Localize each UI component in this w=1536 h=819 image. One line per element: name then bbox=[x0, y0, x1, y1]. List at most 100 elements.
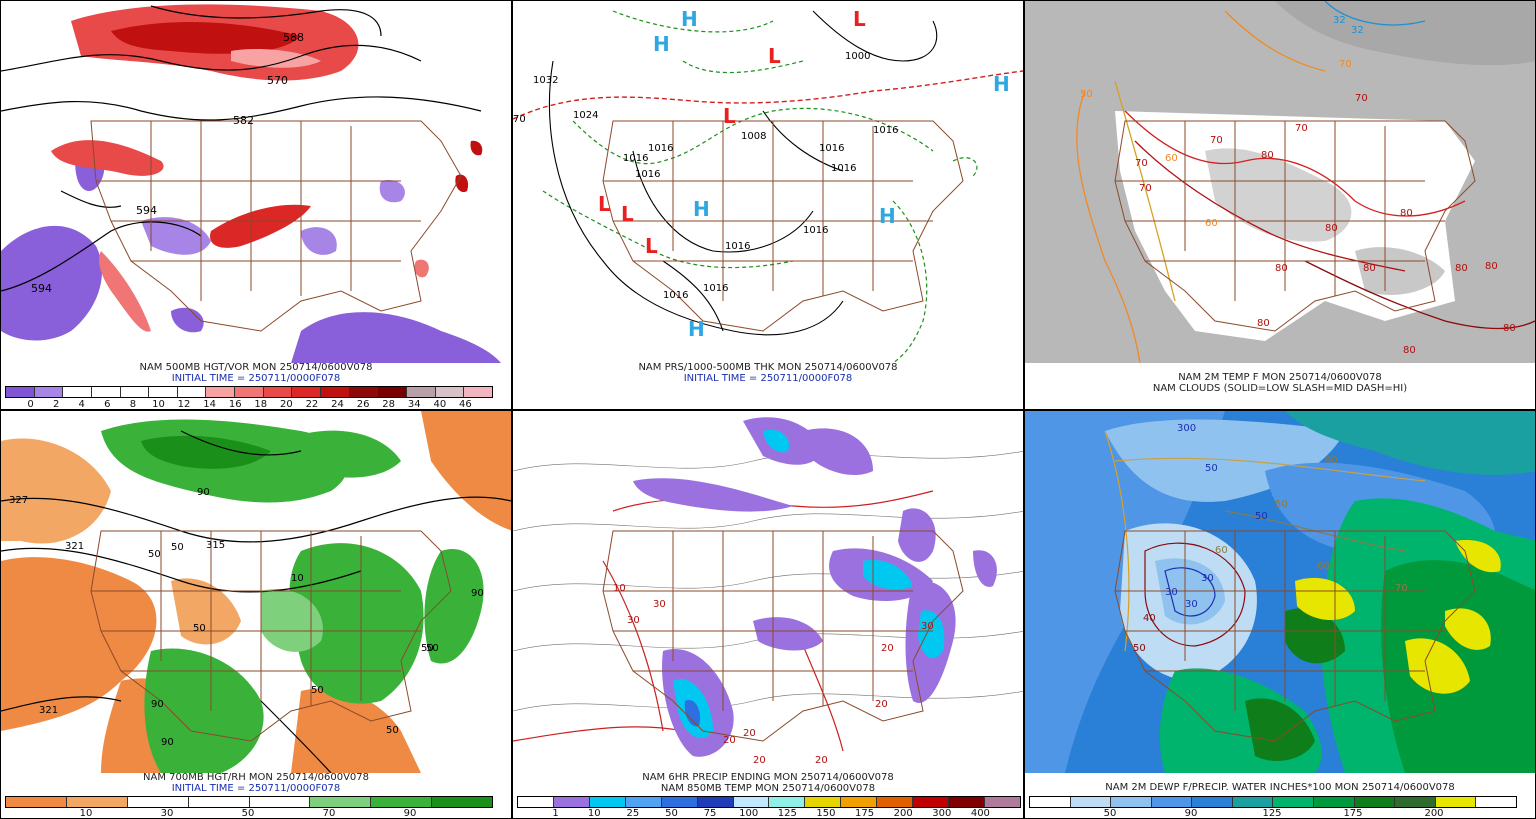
colorbar-label: 10 bbox=[79, 808, 93, 819]
colorbar-swatch bbox=[589, 797, 626, 807]
colorbar-swatch bbox=[6, 797, 67, 807]
colorbar-label: 30 bbox=[160, 808, 174, 819]
contour-label: 50 bbox=[193, 623, 206, 634]
colorbar-labels: 1 10 25 50 75 100 125 150 175 200 300 400 bbox=[517, 808, 1019, 819]
colorbar-label: 28 bbox=[382, 399, 396, 410]
contour-label: 1008 bbox=[741, 131, 766, 142]
contour-label: 50 bbox=[311, 685, 324, 696]
contour-label: 90 bbox=[161, 737, 174, 748]
low-pressure-marker: L bbox=[853, 7, 866, 31]
contour-label: 321 bbox=[39, 705, 58, 716]
contour-label: 80 bbox=[1503, 323, 1516, 334]
contour-label: 1016 bbox=[648, 143, 673, 154]
high-pressure-marker: H bbox=[681, 7, 698, 31]
colorbar-label: 40 bbox=[433, 399, 447, 410]
caption: NAM 2M TEMP F MON 250714/0600V078 NAM CL… bbox=[1025, 372, 1535, 394]
colorbar-label: 175 bbox=[854, 808, 875, 819]
colorbar-label: 400 bbox=[970, 808, 990, 819]
colorbar-label: 16 bbox=[228, 399, 242, 410]
contour-label: 327 bbox=[9, 495, 28, 506]
colorbar-label: 22 bbox=[305, 399, 319, 410]
colorbar-label: 90 bbox=[1184, 808, 1198, 819]
colorbar-labels: 0 2 4 6 8 10 12 14 16 18 20 22 24 26 28 34 40 46 bbox=[5, 399, 491, 410]
contour-label: 20 bbox=[753, 755, 766, 766]
contour-label: 594 bbox=[31, 282, 52, 295]
colorbar-swatch bbox=[292, 387, 322, 397]
colorbar-swatch bbox=[1476, 797, 1516, 807]
colorbar-labels: 50 90 125 175 200 bbox=[1029, 808, 1515, 819]
colorbar-swatch bbox=[310, 797, 372, 807]
colorbar-label: 46 bbox=[459, 399, 472, 410]
colorbar-label: 90 bbox=[403, 808, 417, 819]
contour-label: 1016 bbox=[873, 125, 898, 136]
colorbar-swatch bbox=[188, 797, 250, 807]
colorbar-swatch bbox=[949, 797, 985, 807]
caption-line2: NAM 850MB TEMP MON 250714/0600V078 bbox=[660, 783, 876, 794]
colorbar-swatch bbox=[6, 387, 35, 397]
colorbar-label: 20 bbox=[279, 399, 293, 410]
colorbar-swatch bbox=[127, 797, 189, 807]
colorbar-swatch bbox=[378, 387, 407, 397]
contour-label: 80 bbox=[1363, 263, 1376, 274]
colorbar-swatch bbox=[1395, 797, 1436, 807]
caption-line2: INITIAL TIME = 250711/0000F078 bbox=[171, 783, 341, 794]
low-pressure-marker: L bbox=[598, 192, 611, 216]
colorbar-swatch bbox=[432, 797, 492, 807]
contour-label: 50 bbox=[426, 643, 439, 654]
panel-2m-temp-clouds: 70 70 70 60 70 70 80 80 80 80 80 80 80 6… bbox=[1024, 0, 1536, 410]
caption: NAM 2M DEWP F/PRECIP. WATER INCHES*100 M… bbox=[1025, 782, 1535, 793]
caption-line2: INITIAL TIME = 250711/0000F078 bbox=[171, 373, 341, 384]
low-pressure-marker: L bbox=[645, 234, 658, 258]
colorbar-swatch bbox=[249, 797, 311, 807]
colorbar bbox=[517, 796, 1021, 808]
colorbar-label: 10 bbox=[587, 808, 601, 819]
colorbar-swatch bbox=[1314, 797, 1355, 807]
colorbar-label: 75 bbox=[703, 808, 717, 819]
colorbar-label: 14 bbox=[203, 399, 216, 410]
contour-label: 32 bbox=[1333, 15, 1346, 26]
colorbar-label: 2 bbox=[52, 399, 60, 410]
colorbar-swatch bbox=[177, 387, 207, 397]
colorbar-label: 125 bbox=[1262, 808, 1282, 819]
contour-label: 582 bbox=[233, 114, 254, 127]
contour-label: 40 bbox=[1143, 613, 1156, 624]
colorbar-label: 4 bbox=[78, 399, 85, 410]
colorbar-swatch bbox=[406, 387, 436, 397]
contour-label: 1024 bbox=[573, 110, 598, 121]
contour-label: 50 bbox=[1205, 463, 1218, 474]
map-pressure: 1032 1024 1016 1016 1016 1008 1016 1016 … bbox=[513, 1, 1023, 363]
colorbar-swatch bbox=[1273, 797, 1315, 807]
caption-line1: NAM 2M DEWP F/PRECIP. WATER INCHES*100 M… bbox=[1105, 782, 1455, 793]
contour-label: 20 bbox=[723, 735, 736, 746]
contour-label: 594 bbox=[136, 204, 157, 217]
colorbar-label: 1 bbox=[552, 808, 559, 819]
contour-label: 50 bbox=[1133, 643, 1146, 654]
contour-label: 70 bbox=[1210, 135, 1223, 146]
contour-label: 50 bbox=[1080, 89, 1093, 100]
low-pressure-marker: L bbox=[723, 104, 736, 128]
high-pressure-marker: H bbox=[653, 32, 670, 56]
caption-line1: NAM PRS/1000-500MB THK MON 250714/0600V0… bbox=[638, 362, 898, 373]
contour-label: 70 bbox=[1295, 123, 1308, 134]
colorbar-swatch bbox=[769, 797, 806, 807]
colorbar-swatch bbox=[371, 797, 433, 807]
contour-label: 70 bbox=[1339, 59, 1352, 70]
colorbar-swatch bbox=[91, 387, 121, 397]
colorbar-label: 26 bbox=[356, 399, 370, 410]
colorbar-swatch bbox=[120, 387, 150, 397]
contour-label: 50 bbox=[1255, 511, 1268, 522]
colorbar bbox=[5, 386, 493, 398]
colorbar-label: 200 bbox=[893, 808, 913, 819]
contour-label: 32 bbox=[1351, 25, 1364, 36]
colorbar-swatch bbox=[464, 387, 492, 397]
colorbar-label: 24 bbox=[331, 399, 344, 410]
high-pressure-marker: H bbox=[693, 197, 710, 221]
high-pressure-marker: H bbox=[993, 72, 1010, 96]
contour-label: 60 bbox=[1317, 561, 1330, 572]
panel-500mb-hgt-vor: 588 570 582 594 594 NAM 500MB HGT/VOR MO… bbox=[0, 0, 512, 410]
contour-label: 1016 bbox=[663, 290, 688, 301]
contour-label: 70 bbox=[1135, 158, 1148, 169]
contour-label: 1016 bbox=[725, 241, 750, 252]
contour-label: 70 bbox=[1355, 93, 1368, 104]
contour-label: 1000 bbox=[845, 51, 870, 62]
